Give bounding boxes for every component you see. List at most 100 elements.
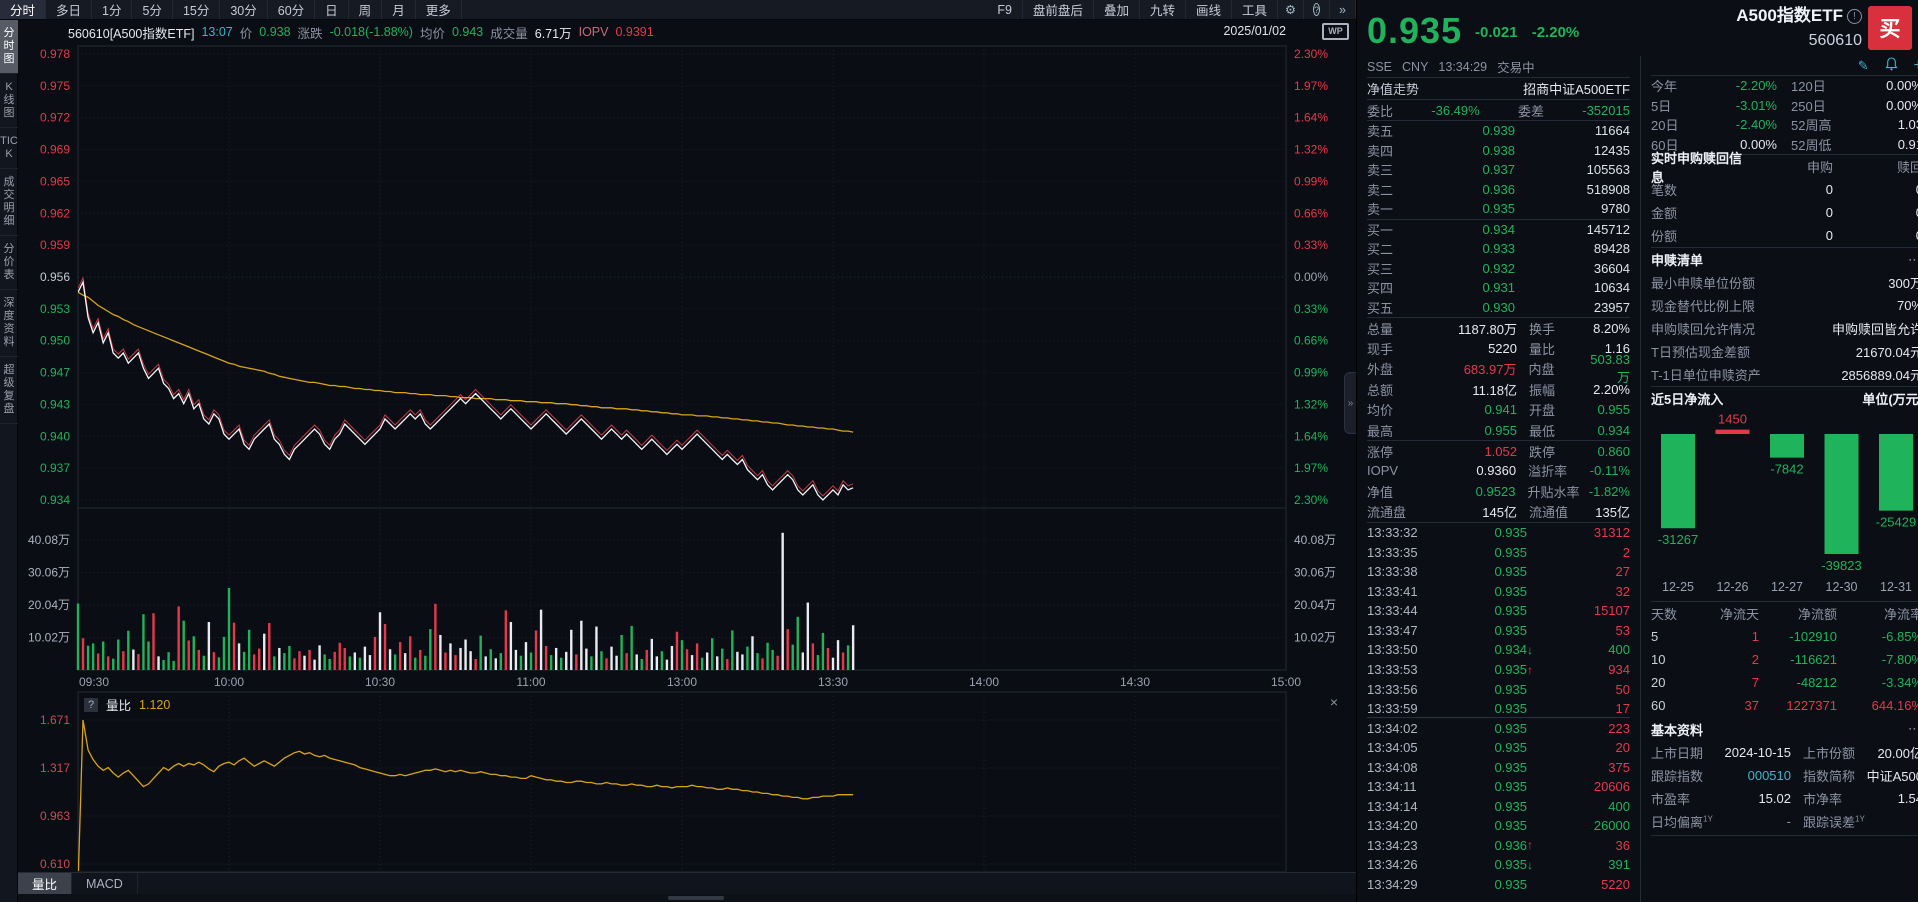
currency: CNY [1402, 59, 1429, 74]
scrollbar-thumb[interactable] [668, 896, 724, 900]
help-icon[interactable]: ? [1304, 0, 1330, 19]
edit-icon[interactable]: ✎ [1857, 57, 1869, 73]
menu-right-item-1[interactable]: 盘前盘后 [1023, 0, 1094, 19]
book-row-ask-3: 卖二 0.936 518908 [1367, 180, 1630, 200]
days: 10 [1651, 652, 1666, 667]
add-icon[interactable]: + [1914, 57, 1918, 75]
info-circle-icon[interactable]: ! [1847, 9, 1862, 24]
volume-bar [338, 642, 341, 670]
more-icon[interactable]: ⋯ [1908, 721, 1918, 736]
menu-right-item-5[interactable]: 工具 [1232, 0, 1278, 19]
tick-row[interactable]: 13:33:56 0.935 50 [1367, 679, 1630, 699]
wp-monitor-icon[interactable]: WP [1322, 23, 1349, 40]
tick-price: 0.935 [1494, 818, 1527, 834]
menu-item-0[interactable]: 分时 [0, 0, 47, 19]
tick-list[interactable]: 13:33:32 0.935 31312 13:33:35 0.935 2 13:33:38… [1367, 521, 1630, 895]
nav-trend-row[interactable]: 净值走势 招商中证A500ETF [1367, 78, 1630, 100]
tick-row[interactable]: 13:34:02 0.935 223 [1367, 718, 1630, 738]
stat-value: 2.20% [1593, 381, 1630, 397]
tick-row[interactable]: 13:34:08 0.935 375 [1367, 757, 1630, 777]
tick-price: 0.935 [1494, 603, 1527, 619]
tick-row[interactable]: 13:33:59 0.935 17 [1367, 699, 1630, 719]
menu-item-9[interactable]: 月 [382, 0, 416, 19]
menu-item-4[interactable]: 15分 [173, 0, 221, 19]
bell-icon[interactable] [1885, 57, 1898, 74]
menu-right-item-4[interactable]: 画线 [1186, 0, 1232, 19]
tick-row[interactable]: 13:33:50 0.934 ↓ 400 [1367, 640, 1630, 660]
volume-bar [132, 649, 135, 670]
order-book-column: SSE CNY 13:34:29 交易中 净值走势 招商中证A500ETF 委比… [1357, 56, 1641, 902]
tab-MACD[interactable]: MACD [72, 873, 138, 894]
stat-row-6: 涨停 1.052 跌停 0.860 [1367, 440, 1630, 460]
netflow-days: 7 [1751, 675, 1759, 690]
volume-bar [625, 653, 628, 670]
nav-label[interactable]: 净值走势 [1367, 82, 1420, 97]
tick-row[interactable]: 13:33:41 0.935 32 [1367, 582, 1630, 602]
tick-row[interactable]: 13:34:29 0.935 5220 [1367, 875, 1630, 895]
bid-levels: 买一 0.934 145712 买二 0.933 89428 买三 0.932 36604 买四 0… [1367, 220, 1630, 318]
tab-量比[interactable]: 量比 [18, 873, 73, 894]
tick-row[interactable]: 13:34:20 0.935 26000 [1367, 816, 1630, 836]
sidebar-item-2[interactable]: TICK [0, 128, 18, 169]
tick-row[interactable]: 13:33:44 0.935 15107 [1367, 601, 1630, 621]
sidebar-item-0[interactable]: 分时图 [0, 20, 18, 74]
menu-right-item-0[interactable]: F9 [987, 0, 1023, 19]
volume-bar [716, 656, 719, 670]
more-icon[interactable]: ⋯ [1908, 251, 1918, 267]
volume-bar [539, 609, 543, 670]
sidebar-item-3[interactable]: 成交明细 [0, 169, 18, 236]
tick-volume: 391 [1608, 857, 1630, 873]
tick-row[interactable]: 13:33:35 0.935 2 [1367, 542, 1630, 562]
tick-row[interactable]: 13:33:38 0.935 27 [1367, 562, 1630, 582]
volume-bar [242, 651, 246, 670]
sidebar-item-4[interactable]: 分价表 [0, 236, 18, 290]
volume-bar [318, 645, 321, 670]
volume-bar [529, 652, 533, 670]
menu-item-7[interactable]: 日 [315, 0, 349, 19]
sidebar-item-5[interactable]: 深度资料 [0, 290, 18, 357]
horizontal-scrollbar[interactable] [18, 894, 1356, 902]
col-header: 净流率 [1883, 607, 1918, 622]
tick-row[interactable]: 13:33:53 0.935 ↑ 934 [1367, 660, 1630, 680]
tick-row[interactable]: 13:33:47 0.935 53 [1367, 621, 1630, 641]
menu-right-item-2[interactable]: 叠加 [1094, 0, 1140, 19]
gear-icon[interactable]: ⚙ [1278, 0, 1304, 19]
indicator-close-icon[interactable]: × [1329, 694, 1339, 710]
menu-item-10[interactable]: 更多 [416, 0, 462, 19]
volume-bar [806, 602, 810, 670]
days: 5 [1651, 629, 1659, 644]
menu-item-1[interactable]: 多日 [46, 0, 93, 19]
sidebar-item-1[interactable]: K线图 [0, 74, 18, 128]
volume-bar [585, 648, 588, 670]
price-axis-label: 0.959 [40, 238, 70, 252]
menu-right-item-3[interactable]: 九转 [1140, 0, 1186, 19]
volume-bar [826, 647, 830, 670]
volume-bar [811, 643, 815, 670]
menu-item-2[interactable]: 1分 [92, 0, 133, 19]
basic-value: 中证A500 [1866, 769, 1918, 784]
instrument-code: 560610 [1808, 32, 1862, 49]
menu-item-6[interactable]: 60分 [268, 0, 316, 19]
volume-bar [655, 656, 659, 670]
tick-row[interactable]: 13:34:26 0.935 ↓ 391 [1367, 855, 1630, 875]
tick-row[interactable]: 13:34:23 0.936 ↑ 36 [1367, 836, 1630, 856]
tick-row[interactable]: 13:34:14 0.935 400 [1367, 797, 1630, 817]
menu-item-3[interactable]: 5分 [132, 0, 173, 19]
tick-row[interactable]: 13:34:11 0.935 20606 [1367, 777, 1630, 797]
menu-item-8[interactable]: 周 [349, 0, 383, 19]
panel-collapse-handle[interactable]: » [1344, 372, 1356, 434]
volume-bar [147, 641, 150, 670]
tick-volume: 20 [1615, 740, 1630, 756]
indicator-help-icon[interactable]: ? [84, 697, 98, 712]
tick-row[interactable]: 13:33:32 0.935 31312 [1367, 523, 1630, 543]
menu-item-5[interactable]: 30分 [220, 0, 268, 19]
volume-bar [298, 651, 301, 670]
vol-axis-label: 10.02万 [1294, 631, 1336, 645]
chevrons-more-icon[interactable]: » [1330, 0, 1356, 19]
volume-bar [202, 655, 206, 670]
sidebar-item-6[interactable]: 超级复盘 [0, 357, 18, 424]
volume-bar [635, 654, 638, 670]
buy-button[interactable]: 买 [1868, 6, 1912, 50]
pct-axis-label: 1.32% [1294, 143, 1328, 157]
tick-row[interactable]: 13:34:05 0.935 20 [1367, 738, 1630, 758]
